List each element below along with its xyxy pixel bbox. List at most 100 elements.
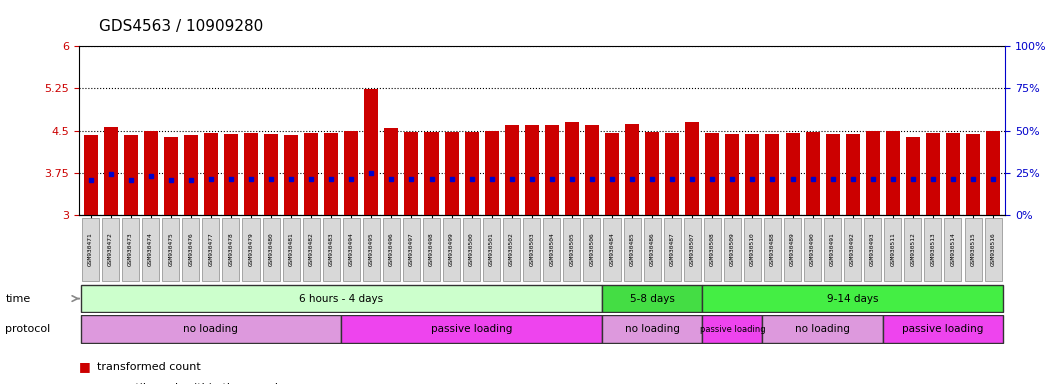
Bar: [504, 218, 520, 281]
Bar: [81, 285, 602, 313]
Text: 9-14 days: 9-14 days: [827, 293, 878, 304]
Bar: [463, 218, 481, 281]
Bar: [524, 218, 540, 281]
Bar: [142, 218, 159, 281]
Text: GSM930505: GSM930505: [570, 233, 575, 266]
Bar: [844, 218, 862, 281]
Bar: [305, 133, 318, 215]
Bar: [784, 218, 801, 281]
Text: GSM930478: GSM930478: [228, 233, 233, 266]
Bar: [644, 218, 661, 281]
Bar: [344, 131, 358, 215]
Bar: [906, 137, 920, 215]
Text: ■: ■: [79, 381, 94, 384]
Bar: [964, 218, 981, 281]
Bar: [624, 218, 641, 281]
Bar: [684, 218, 700, 281]
Bar: [765, 134, 779, 215]
Bar: [704, 218, 720, 281]
Text: GSM930501: GSM930501: [489, 233, 494, 266]
Text: GDS4563 / 10909280: GDS4563 / 10909280: [99, 19, 264, 34]
Text: GSM930502: GSM930502: [509, 233, 514, 266]
Bar: [602, 316, 703, 343]
Text: time: time: [5, 293, 30, 304]
Text: GSM930509: GSM930509: [730, 233, 735, 266]
Bar: [404, 132, 419, 215]
Text: GSM930500: GSM930500: [469, 233, 474, 266]
Bar: [602, 285, 703, 313]
Bar: [706, 133, 719, 215]
Bar: [81, 316, 341, 343]
Bar: [525, 125, 539, 215]
Bar: [505, 125, 518, 215]
Bar: [163, 137, 178, 215]
Text: GSM930499: GSM930499: [449, 233, 454, 266]
Bar: [485, 131, 498, 215]
Text: 5-8 days: 5-8 days: [629, 293, 674, 304]
Bar: [745, 134, 759, 215]
Text: GSM930494: GSM930494: [349, 233, 354, 266]
Bar: [403, 218, 420, 281]
Bar: [664, 218, 681, 281]
Bar: [984, 218, 1002, 281]
Text: GSM930508: GSM930508: [710, 233, 715, 266]
Bar: [585, 125, 599, 215]
Text: GSM930480: GSM930480: [269, 233, 273, 266]
Bar: [543, 218, 560, 281]
Text: GSM930492: GSM930492: [850, 233, 855, 266]
Bar: [162, 218, 179, 281]
Bar: [866, 131, 879, 215]
Text: GSM930474: GSM930474: [149, 233, 153, 266]
Bar: [82, 218, 99, 281]
Bar: [565, 122, 579, 215]
Bar: [785, 133, 800, 215]
Bar: [383, 218, 400, 281]
Bar: [284, 134, 298, 215]
Text: GSM930489: GSM930489: [790, 233, 795, 266]
Bar: [341, 316, 602, 343]
Text: GSM930515: GSM930515: [971, 233, 976, 266]
Bar: [364, 89, 378, 215]
Text: passive loading: passive loading: [699, 325, 765, 334]
Bar: [384, 128, 399, 215]
Bar: [122, 218, 139, 281]
Bar: [885, 218, 901, 281]
Bar: [204, 133, 218, 215]
Text: GSM930472: GSM930472: [108, 233, 113, 266]
Text: 6 hours - 4 days: 6 hours - 4 days: [299, 293, 383, 304]
Text: GSM930493: GSM930493: [870, 233, 875, 266]
Text: GSM930510: GSM930510: [750, 233, 755, 266]
Text: GSM930481: GSM930481: [289, 233, 293, 266]
Text: GSM930479: GSM930479: [248, 233, 253, 266]
Text: GSM930507: GSM930507: [690, 233, 695, 266]
Bar: [583, 218, 601, 281]
Text: GSM930516: GSM930516: [990, 233, 996, 266]
Text: GSM930475: GSM930475: [169, 233, 174, 266]
Text: GSM930496: GSM930496: [388, 233, 394, 266]
Text: no loading: no loading: [183, 324, 239, 334]
Text: GSM930503: GSM930503: [530, 233, 534, 266]
Bar: [244, 133, 258, 215]
Bar: [925, 218, 941, 281]
Text: percentile rank within the sample: percentile rank within the sample: [97, 383, 285, 384]
Text: GSM930495: GSM930495: [369, 233, 374, 266]
Text: GSM930513: GSM930513: [931, 233, 935, 266]
Text: GSM930473: GSM930473: [128, 233, 133, 266]
Bar: [864, 218, 882, 281]
Bar: [363, 218, 380, 281]
Bar: [805, 132, 820, 215]
Text: no loading: no loading: [625, 324, 680, 334]
Text: GSM930483: GSM930483: [329, 233, 334, 266]
Bar: [445, 132, 459, 215]
Text: GSM930484: GSM930484: [609, 233, 615, 266]
Bar: [325, 133, 338, 215]
Bar: [703, 285, 1003, 313]
Text: GSM930506: GSM930506: [589, 233, 595, 266]
Bar: [764, 218, 781, 281]
Bar: [804, 218, 821, 281]
Bar: [762, 316, 883, 343]
Bar: [846, 134, 860, 215]
Bar: [544, 125, 559, 215]
Bar: [905, 218, 921, 281]
Bar: [84, 135, 97, 215]
